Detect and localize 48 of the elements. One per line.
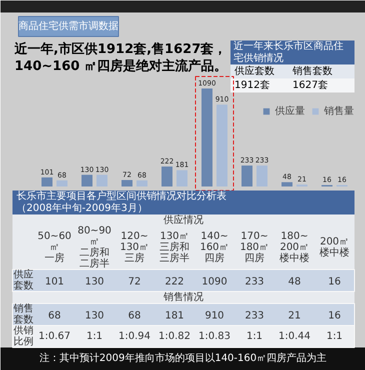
text: 供销比例 xyxy=(14,326,34,348)
data-label: 233 xyxy=(244,276,264,288)
data-label: 130 xyxy=(84,276,104,288)
text: 近一年来长乐市区商品住宅供销情况 xyxy=(234,40,344,64)
text: 1:1 xyxy=(246,331,263,342)
data-label: 21 xyxy=(288,310,301,322)
x-tick-label: 130㎡三房和三房半 xyxy=(160,231,190,264)
annotation: 1627套 xyxy=(292,79,328,91)
data-label: 16 xyxy=(328,310,341,322)
chart-title: 近一年,市区供1912套,售1627套， 140~160 ㎡四房是绝对主流产品。 xyxy=(14,41,228,74)
x-tick-label: 140~160㎡四房 xyxy=(200,231,230,264)
legend-label: 供应量 xyxy=(275,104,305,118)
text: 1:0.67 xyxy=(38,331,70,342)
data-label: 222 xyxy=(164,276,184,288)
data-label: 181 xyxy=(164,310,184,322)
text: 1:1 xyxy=(326,331,343,342)
x-tick-label: 120~130㎡三房 xyxy=(120,231,150,264)
text: 销售套数 xyxy=(12,302,34,326)
text: 销售套数 xyxy=(292,65,332,77)
data-label: 72 xyxy=(128,276,141,288)
data-label: 1090 xyxy=(202,276,228,288)
data-label: 68 xyxy=(128,310,141,322)
text: 1:0.94 xyxy=(118,331,150,342)
legend-label: 销售量 xyxy=(324,105,354,118)
text: 供应套数 xyxy=(14,268,34,292)
text: 1:0.82 xyxy=(158,331,190,342)
data-label: 68 xyxy=(48,310,61,322)
text: 供应情况 xyxy=(164,214,204,226)
data-label: 48 xyxy=(288,276,301,288)
text: 长乐市主要项目各户型区间供销情况对比分析表（2008年中旬-2009年3月） xyxy=(16,190,226,214)
text: 1:0.83 xyxy=(198,331,230,342)
text: 商品住宅供需市调数据 xyxy=(18,20,118,32)
x-tick-label: 200㎡楼中楼 xyxy=(320,236,350,258)
data-label: 130 xyxy=(84,310,104,322)
data-label: 16 xyxy=(328,276,341,288)
x-tick-label: 80~90㎡二房和二房半 xyxy=(78,226,112,270)
text: 1:0.44 xyxy=(278,331,310,342)
data-label: 233 xyxy=(244,310,264,322)
data-label: 910 xyxy=(204,310,224,322)
x-tick-label: 50~60㎡一房 xyxy=(38,231,72,264)
text: 供应套数 xyxy=(234,65,274,77)
annotation: 1912套 xyxy=(234,79,270,91)
text: 注：其中预计2009年推向市场的项目以140-160㎡四房产品为主 xyxy=(39,352,327,364)
x-tick-label: 180~200㎡楼中楼 xyxy=(280,231,310,264)
x-tick-label: 170~180㎡四房 xyxy=(240,231,270,264)
data-label: 101 xyxy=(44,276,64,288)
text: 1:1 xyxy=(86,331,103,342)
text: 销售情况 xyxy=(162,291,204,303)
